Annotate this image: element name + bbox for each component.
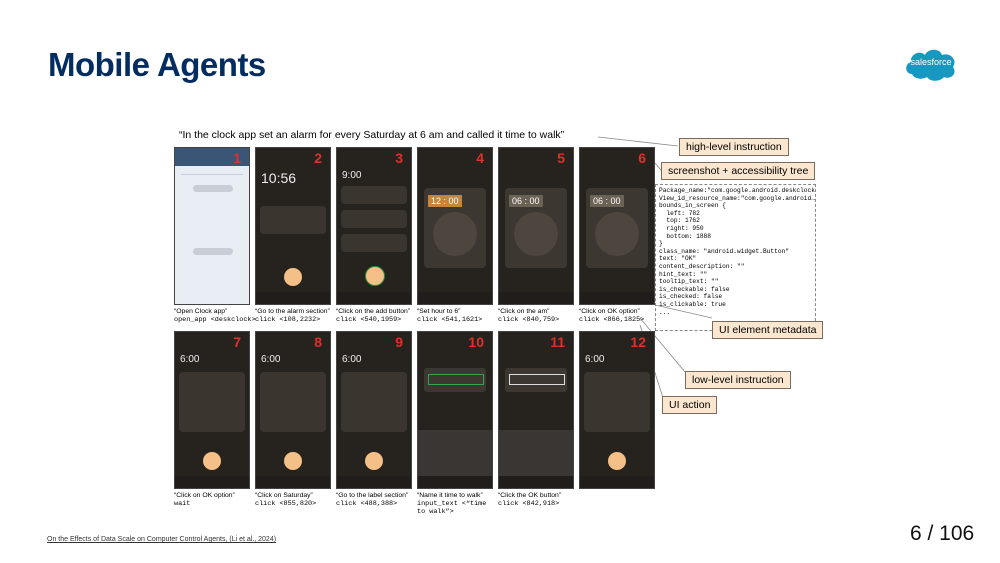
step-number: 9 [395, 334, 403, 350]
alarm-time: 9:00 [342, 170, 362, 181]
label-dialog [505, 368, 567, 392]
step-caption: “Click on OK option” click <866,1825> [579, 308, 645, 324]
app-bar [175, 148, 249, 166]
step-caption: “Open Clock app” open_app <deskclock> [174, 308, 256, 324]
alarm-options [260, 372, 326, 432]
nav-bar [580, 292, 654, 304]
step-caption: “Click on the add button” click <540,1959… [336, 308, 411, 324]
add-button [365, 452, 383, 470]
ui-action-label: UI action [662, 396, 718, 414]
logo-text: salesforce [910, 57, 952, 67]
slide-title: Mobile Agents [48, 46, 266, 83]
screen-2: 2 10:56 [255, 147, 331, 305]
clock-time: 10:56 [261, 170, 297, 186]
nav-bar [337, 292, 411, 304]
clock-dial [514, 212, 558, 256]
nav-bar [337, 476, 411, 488]
nav-bar [175, 476, 249, 488]
nav-bar [499, 476, 573, 488]
alarm-time: 6:00 [585, 354, 605, 365]
screen-4: 4 12 : 00 [417, 147, 493, 305]
alarm-options [584, 372, 650, 432]
ui-element-metadata-label: UI element metadata [712, 321, 824, 339]
step-number: 8 [314, 334, 322, 350]
alarm-time: 6:00 [261, 354, 281, 365]
citation-link[interactable]: On the Effects of Data Scale on Computer… [47, 536, 277, 543]
step-number: 2 [314, 150, 322, 166]
step-caption: “Click on the am” click <840,759> [498, 308, 560, 324]
alarm-row [341, 186, 407, 204]
salesforce-logo: salesforce [904, 44, 958, 82]
step-number: 4 [476, 150, 484, 166]
high-level-instruction-text: “In the clock app set an alarm for every… [179, 129, 565, 141]
step-number: 5 [557, 150, 565, 166]
time-display: 06 : 00 [590, 195, 624, 207]
nav-bar [256, 292, 330, 304]
screen-5: 5 06 : 00 [498, 147, 574, 305]
time-display: 06 : 00 [509, 195, 543, 207]
step-number: 3 [395, 150, 403, 166]
step-number: 7 [233, 334, 241, 350]
step-caption: “Click the OK button” click <842,918> [498, 492, 562, 508]
keyboard [418, 430, 492, 478]
low-level-instruction-label: low-level instruction [685, 371, 791, 389]
alarm-options [179, 372, 245, 432]
clock-dial [595, 212, 639, 256]
add-button [284, 268, 302, 286]
step-caption: “Go to the alarm section” click <108,2232… [255, 308, 330, 324]
button [193, 185, 233, 192]
time-display: 12 : 00 [428, 195, 462, 207]
high-level-instruction-label: high-level instruction [679, 138, 789, 156]
step-caption: “Name it time to walk” input_text <“time … [417, 492, 487, 516]
settings-panel [181, 174, 243, 215]
add-button [365, 266, 385, 286]
clock-dial [433, 212, 477, 256]
step-caption: “Set hour to 6” click <541,1621> [417, 308, 483, 324]
add-button [284, 452, 302, 470]
add-button [203, 452, 221, 470]
step-caption: “Click on Saturday” click <855,820> [255, 492, 317, 508]
screen-10: 10 [417, 331, 493, 489]
step-caption: “Click on OK option” wait [174, 492, 235, 508]
page-number: 6 / 106 [910, 522, 975, 545]
screen-7: 7 6:00 [174, 331, 250, 489]
alarm-options [341, 372, 407, 432]
step-number: 11 [550, 334, 565, 350]
screen-11: 11 [498, 331, 574, 489]
nav-bar [580, 476, 654, 488]
world-clock-card [260, 206, 326, 234]
nav-bar [418, 476, 492, 488]
nav-bar [418, 292, 492, 304]
screen-12: 12 6:00 [579, 331, 655, 489]
alarm-time: 6:00 [180, 354, 200, 365]
step-number: 6 [638, 150, 646, 166]
label-dialog [424, 368, 486, 392]
screen-8: 8 6:00 [255, 331, 331, 489]
screenshot-label: screenshot + accessibility tree [661, 162, 816, 180]
screen-6: 6 06 : 00 [579, 147, 655, 305]
screen-3: 3 9:00 [336, 147, 412, 305]
alarm-row [341, 234, 407, 252]
nav-bar [499, 292, 573, 304]
alarm-time: 6:00 [342, 354, 362, 365]
ui-metadata-block: Package_name:"com.google.android.deskclo… [655, 184, 816, 331]
add-button [608, 452, 626, 470]
keyboard [499, 430, 573, 478]
alarm-row [341, 210, 407, 228]
nav-bar [256, 476, 330, 488]
screen-1: 1 [174, 147, 250, 305]
step-number: 10 [468, 334, 484, 350]
step-number: 12 [630, 334, 646, 350]
step-number: 1 [233, 150, 241, 166]
step-caption: “Go to the label section” click <488,388> [336, 492, 409, 508]
label-input [509, 374, 565, 385]
button [193, 248, 233, 255]
label-input [428, 374, 484, 385]
screen-9: 9 6:00 [336, 331, 412, 489]
